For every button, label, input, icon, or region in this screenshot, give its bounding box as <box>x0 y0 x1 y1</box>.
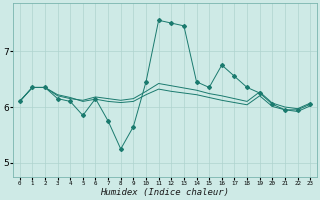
X-axis label: Humidex (Indice chaleur): Humidex (Indice chaleur) <box>100 188 229 197</box>
